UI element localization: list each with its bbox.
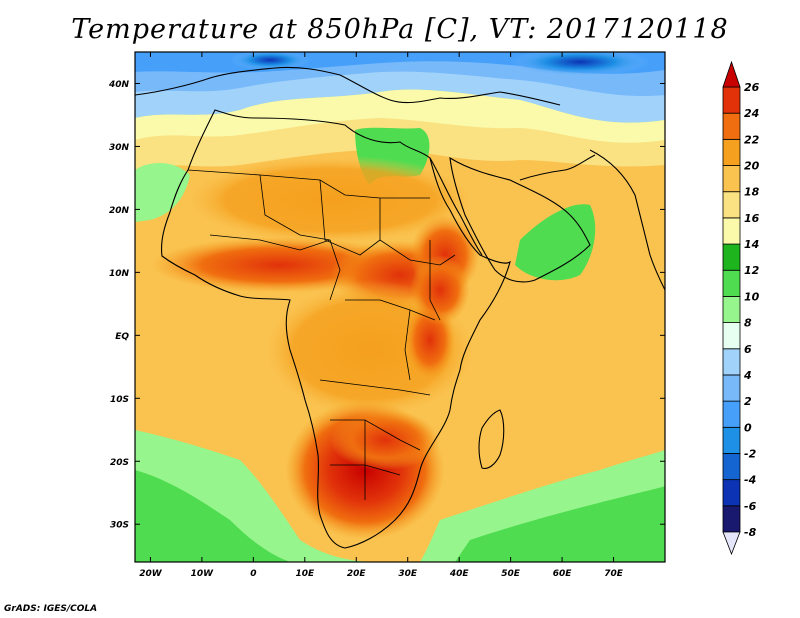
colorbar-label: -6 [744, 500, 757, 513]
colorbar-box [722, 165, 741, 193]
colorbar-label: 12 [744, 264, 760, 277]
lon-tick-label: 0 [250, 569, 256, 579]
colorbar-label: 8 [744, 317, 752, 330]
temperature-map: 40N 30N 20N 10N EQ 10S 20S 30S 20W 10W 0 10E 20E 30E 4… [108, 51, 760, 579]
colorbar-label: 6 [744, 343, 752, 356]
lon-tick-label: 60E [553, 569, 573, 579]
colorbar-label: 10 [744, 290, 760, 303]
country-borders [187, 169, 456, 500]
map-title: Temperature at 850hPa [C], VT: 201712011… [71, 14, 729, 45]
coastlines [135, 66, 665, 549]
cold-pool-north [230, 52, 310, 70]
colorbar-box [722, 243, 741, 271]
axis-ticks [135, 52, 665, 562]
arabia-coastline [449, 156, 591, 283]
madagascar-coastline [478, 409, 505, 469]
colorbar-box [722, 138, 741, 166]
lat-tick-label: EQ [115, 332, 129, 342]
lon-tick-label: 20E [347, 569, 367, 579]
colorbar-box [722, 479, 741, 507]
lon-tick-label: 10W [191, 569, 215, 579]
colorbar-label: 20 [744, 160, 760, 173]
colorbar-box [722, 269, 741, 297]
lon-tick-label: 70E [604, 569, 624, 579]
lat-tick-label: 20S [110, 458, 129, 468]
axis-labels: 40N 30N 20N 10N EQ 10S 20S 30S 20W 10W 0 10E 20E 30E 4… [108, 80, 624, 579]
lon-tick-label: 50E [501, 569, 521, 579]
lat-tick-label: 10S [110, 395, 129, 405]
lat-tick-label: 40N [108, 80, 130, 90]
colorbar-box [722, 191, 741, 219]
africa-coastline [161, 109, 511, 549]
cold-pool-northeast [510, 52, 650, 76]
red-sea-coastline [429, 157, 483, 256]
colorbar-box [722, 453, 741, 481]
colorbar-label: 16 [744, 212, 760, 225]
colorbar-box [722, 86, 741, 114]
lon-tick-label: 40E [449, 569, 470, 579]
lat-tick-label: 20N [109, 206, 130, 216]
lat-tick-label: 10N [109, 269, 130, 279]
colorbar-label: 24 [744, 107, 759, 120]
colorbar-label: 26 [744, 81, 760, 94]
colorbar-label: 4 [743, 369, 752, 382]
lat-tick-label: 30N [109, 143, 130, 153]
europe-coastline [135, 66, 561, 106]
india-coastline [589, 149, 665, 291]
colorbar-label: 18 [744, 186, 760, 199]
colorbar-box [722, 348, 741, 376]
colorbar-box [722, 374, 741, 402]
colorbar-box [722, 400, 741, 428]
plot-frame [134, 51, 666, 563]
lon-tick-label: 10E [295, 569, 315, 579]
colorbar-label: -2 [744, 447, 757, 460]
colorbar-label: 0 [744, 421, 752, 434]
colorbar-label: -4 [744, 474, 756, 487]
colorbar-box [722, 217, 741, 245]
colorbar-box [722, 296, 741, 323]
colorbar-box [722, 112, 741, 140]
lat-tick-label: 30S [110, 521, 129, 531]
colorbar-box [722, 322, 741, 350]
persian-gulf-coastline [519, 154, 596, 181]
colorbar-box [722, 505, 741, 533]
colorbar-label: 2 [744, 395, 752, 408]
colorbar-label: 14 [744, 238, 759, 251]
colorbar-label: -8 [744, 526, 757, 539]
lon-tick-label: 20W [139, 569, 163, 579]
colorbar-max-triangle [722, 60, 741, 88]
grads-credit: GrADS: IGES/COLA [4, 604, 98, 614]
colorbar-box [722, 426, 741, 454]
lon-tick-label: 30E [398, 569, 418, 579]
colorbar-min-triangle [722, 531, 741, 556]
temperature-field [135, 52, 665, 562]
colorbar-label: 22 [744, 133, 760, 146]
